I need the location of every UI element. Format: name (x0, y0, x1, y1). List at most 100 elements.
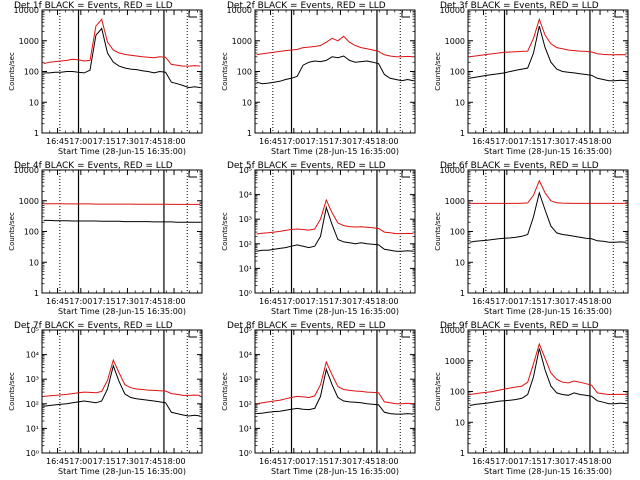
y-tick-label: 10² (239, 400, 252, 409)
y-tick-label: 100 (450, 388, 465, 397)
x-tick-label: 17:45 (565, 457, 588, 466)
y-tick-label: 10⁴ (239, 351, 252, 360)
y-tick-label: 10⁵ (26, 326, 39, 335)
x-tick-label: 17:15 (306, 457, 329, 466)
y-tick-label: 100 (237, 68, 252, 77)
panel-det-4: Det 4f BLACK = Events, RED = LLD 1 10 100 10… (8, 161, 203, 316)
y-tick-label: 1000 (445, 197, 465, 206)
x-axis-label: Start Time (28-Jun-15 16:35:00) (58, 307, 186, 316)
y-tick-label: 1 (460, 449, 465, 458)
y-tick-label: 10⁰ (239, 289, 252, 298)
x-tick-label: 16:45 (472, 457, 495, 466)
x-tick-label: 16:45 (472, 297, 495, 306)
y-tick-label: 10⁵ (239, 326, 252, 335)
series-line-lld (43, 358, 201, 397)
x-tick-label: 17:00 (69, 297, 92, 306)
y-axis-label: Counts/sec (8, 52, 16, 91)
y-tick-label: 100 (24, 228, 39, 237)
panel-det-9: Det 9f BLACK = Events, RED = LLD 1 10 100 10… (434, 321, 629, 476)
x-tick-label: 17:00 (282, 297, 305, 306)
panel-det-7: Det 7f BLACK = Events, RED = LLD 10⁰ 10¹ 10… (8, 321, 203, 476)
corner-glyph (188, 11, 197, 18)
y-tick-label: 10 (29, 258, 39, 267)
plot-frame (254, 169, 416, 294)
series-line-events (43, 364, 201, 417)
corner-glyph (614, 11, 623, 18)
panel-title: Det 8f BLACK = Events, RED = LLD (227, 321, 386, 331)
x-tick-label: 18:00 (589, 297, 612, 306)
panel-title: Det 1f BLACK = Events, RED = LLD (14, 1, 173, 11)
x-axis-label: Start Time (28-Jun-15 16:35:00) (271, 307, 399, 316)
y-tick-label: 10 (29, 98, 39, 107)
y-tick-label: 10² (26, 400, 39, 409)
y-axis-label: Counts/sec (434, 52, 442, 91)
series-line-lld (256, 360, 414, 405)
y-axis-label: Counts/sec (221, 212, 229, 251)
series-line-events (43, 27, 201, 89)
corner-glyph (188, 331, 197, 338)
series-line-events (469, 25, 627, 82)
x-tick-label: 17:45 (139, 297, 162, 306)
y-tick-label: 10³ (26, 375, 39, 384)
plot-frame (254, 9, 416, 134)
plot-frame (254, 329, 416, 454)
plot-frame (41, 169, 203, 294)
series-line-events (256, 205, 414, 252)
y-tick-label: 10⁴ (239, 191, 252, 200)
x-tick-label: 17:30 (542, 137, 565, 146)
x-tick-label: 18:00 (589, 457, 612, 466)
x-tick-label: 17:30 (329, 137, 352, 146)
x-tick-label: 17:15 (93, 457, 116, 466)
y-tick-label: 10 (242, 98, 252, 107)
corner-glyph (614, 331, 623, 338)
y-tick-label: 100 (450, 228, 465, 237)
y-tick-label: 100 (24, 68, 39, 77)
x-tick-label: 17:30 (542, 457, 565, 466)
x-axis-label: Start Time (28-Jun-15 16:35:00) (484, 467, 612, 476)
x-tick-label: 17:15 (519, 137, 542, 146)
y-tick-label: 10⁰ (239, 449, 252, 458)
y-tick-label: 10000 (227, 6, 252, 15)
x-tick-label: 17:00 (69, 137, 92, 146)
corner-glyph (614, 171, 623, 178)
x-tick-label: 17:30 (116, 457, 139, 466)
panel-title: Det 7f BLACK = Events, RED = LLD (14, 321, 173, 331)
x-axis-label: Start Time (28-Jun-15 16:35:00) (58, 147, 186, 156)
corner-glyph (401, 171, 410, 178)
x-tick-label: 16:45 (259, 457, 282, 466)
panel-det-6: Det 6f BLACK = Events, RED = LLD 1 10 100 10… (434, 161, 629, 316)
corner-glyph (188, 171, 197, 178)
x-tick-label: 17:45 (139, 137, 162, 146)
panel-title: Det 6f BLACK = Events, RED = LLD (440, 161, 599, 171)
series-line-lld (256, 198, 414, 235)
plot-frame (467, 169, 629, 294)
x-tick-label: 18:00 (376, 297, 399, 306)
x-tick-label: 16:45 (472, 137, 495, 146)
x-tick-label: 16:45 (46, 297, 69, 306)
x-tick-label: 17:30 (116, 297, 139, 306)
y-tick-label: 10000 (440, 326, 465, 335)
series-line-events (43, 219, 201, 223)
series-line-events (256, 55, 414, 85)
x-tick-label: 16:45 (46, 137, 69, 146)
panel-title: Det 2f BLACK = Events, RED = LLD (227, 1, 386, 11)
y-tick-label: 1 (34, 129, 39, 138)
x-tick-label: 16:45 (259, 137, 282, 146)
y-axis-label: Counts/sec (8, 212, 16, 251)
x-tick-label: 17:45 (352, 137, 375, 146)
y-axis-label: Counts/sec (434, 372, 442, 411)
y-tick-label: 10¹ (26, 424, 39, 433)
x-tick-label: 17:15 (93, 137, 116, 146)
panel-det-1: Det 1f BLACK = Events, RED = LLD 1 10 100 10… (8, 1, 203, 156)
x-tick-label: 17:15 (93, 297, 116, 306)
series-line-lld (469, 17, 627, 58)
series-line-lld (43, 203, 201, 205)
panel-det-5: Det 5f BLACK = Events, RED = LLD 10⁰ 10¹ 10… (221, 161, 416, 316)
x-tick-label: 17:45 (352, 297, 375, 306)
series-line-lld (256, 35, 414, 58)
panel-det-3: Det 3f BLACK = Events, RED = LLD 1 10 100 10… (434, 1, 629, 156)
y-tick-label: 10⁵ (239, 166, 252, 175)
x-tick-label: 18:00 (376, 137, 399, 146)
series-line-lld (43, 18, 201, 67)
y-tick-label: 1000 (19, 197, 39, 206)
